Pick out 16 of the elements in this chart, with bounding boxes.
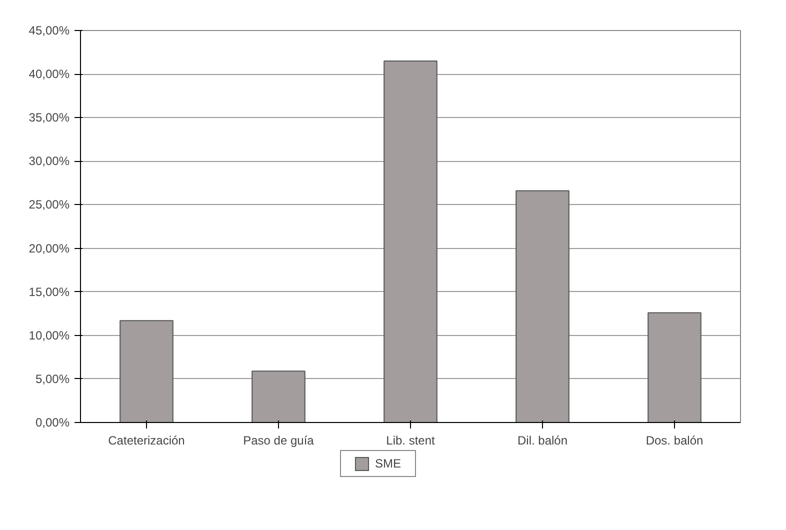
y-tick-label: 10,00% xyxy=(28,328,70,342)
legend-label: SME xyxy=(375,456,402,470)
y-tick-label: 45,00% xyxy=(28,24,70,38)
y-tick-label: 40,00% xyxy=(28,67,70,82)
x-tick-label: Paso de guía xyxy=(243,434,314,448)
x-tick-label: Dil. balón xyxy=(517,434,568,448)
y-tick-label: 35,00% xyxy=(28,110,70,125)
x-tick-label: Dos. balón xyxy=(646,434,704,448)
y-tick-label: 5,00% xyxy=(35,372,70,386)
y-tick-label: 30,00% xyxy=(28,154,70,168)
x-tick-label: Cateterización xyxy=(108,434,185,448)
x-tick-label: Lib. stent xyxy=(386,434,436,448)
y-tick-label: 15,00% xyxy=(28,284,70,299)
y-tick-label: 20,00% xyxy=(28,241,70,256)
y-tick-label: 0,00% xyxy=(35,416,70,430)
y-tick-label: 25,00% xyxy=(28,198,70,212)
